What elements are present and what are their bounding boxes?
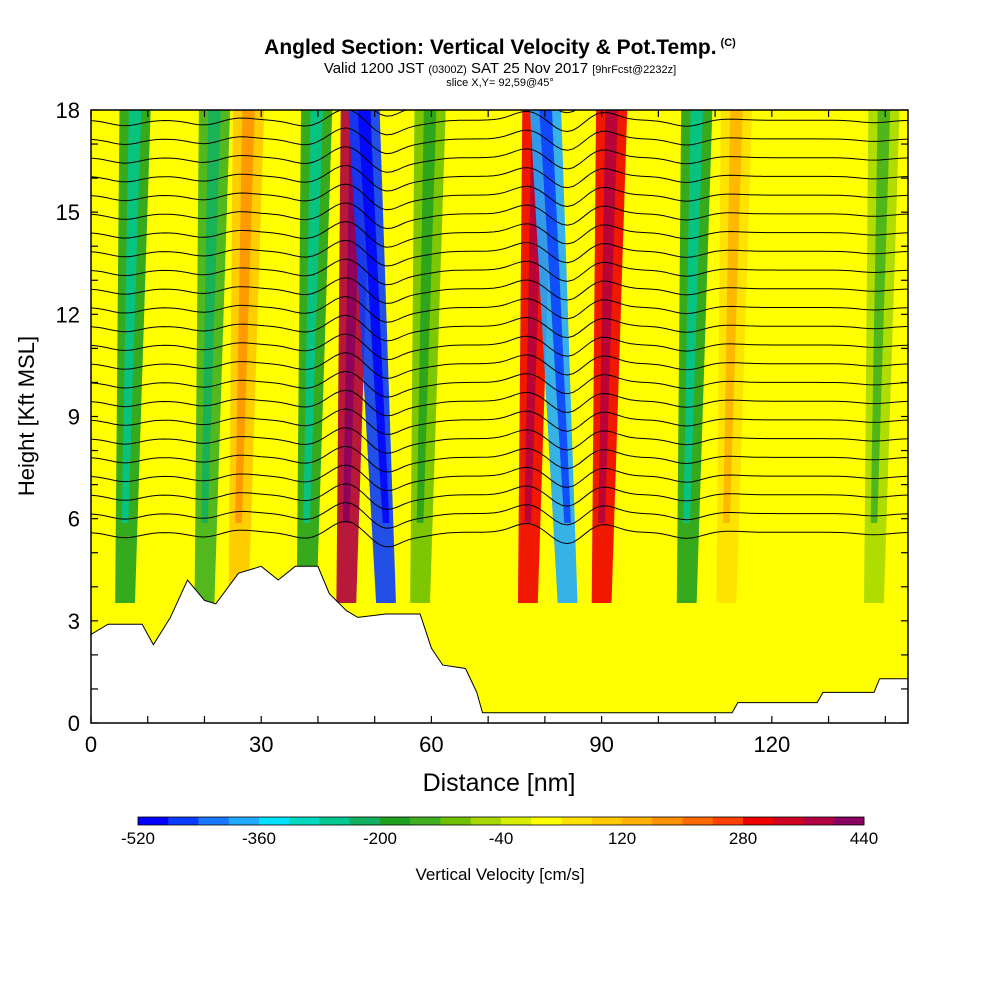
y-tick-label: 15 [56,200,80,225]
isentrope-17 [91,202,908,230]
isentrope-6 [91,408,908,436]
isentrope-7 [91,389,908,417]
y-axis: 0 3 6 9 12 15 18 [56,98,908,736]
vertical-velocity-field [115,110,900,603]
colorbar-swatch [682,817,714,825]
x-tick-label: 30 [249,732,273,757]
colorbar-swatch [470,817,502,825]
colorbar-tick-label: -40 [489,829,514,848]
x-tick-label: 90 [589,732,613,757]
velocity-core-8 [539,110,571,523]
colorbar-swatch [168,817,199,825]
colorbar-swatch [743,817,774,825]
chart-title-tag: (C) [720,37,736,49]
colorbar-swatch [259,817,290,825]
isentrope-21 [91,127,908,155]
y-tick-label: 12 [56,302,80,327]
y-tick-label: 0 [68,711,80,736]
isentrope-19 [91,164,908,192]
valid-date: SAT 25 Nov 2017 [471,60,589,77]
colorbar-tick-label: 120 [608,829,636,848]
terrain-mask [91,565,908,723]
colorbar-tick-label: -360 [242,829,276,848]
colorbar-swatch [349,817,381,825]
colorbar-swatch [773,817,804,825]
colorbar-swatch [410,817,441,825]
valid-utc: (0300Z) [428,64,467,76]
x-axis-label: Distance [nm] [423,769,576,797]
colorbar-swatch [652,817,683,825]
colorbar-tick-label: 280 [729,829,757,848]
isentrope-14 [91,258,908,286]
isentrope-15 [91,239,908,267]
slice-info: slice X,Y= 92,59@45° [446,77,554,89]
colorbar: -520 -360 -200 -40 120 280 440 [121,816,878,848]
isentrope-8 [91,370,908,398]
colorbar-tick-label: 440 [850,829,878,848]
velocity-core-6 [416,110,437,523]
colorbar-tick-label: -520 [121,829,155,848]
velocity-core-9 [598,110,618,523]
colorbar-swatch [440,817,472,825]
colorbar-swatch [138,817,169,825]
colorbar-swatch [803,817,835,825]
velocity-core-3 [303,110,323,523]
x-tick-label: 60 [419,732,443,757]
isentrope-10 [91,333,908,361]
isentrope-0 [91,520,908,548]
forecast-tag: [9hrFcst@2232z] [592,64,677,76]
colorbar-swatch [289,817,320,825]
terrain-shape [91,565,908,723]
colorbar-swatch [622,817,653,825]
x-tick-label: 0 [85,732,97,757]
isentrope-20 [91,146,908,173]
y-axis-label: Height [Kft MSL] [14,336,39,496]
chart-title: Angled Section: Vertical Velocity & Pot.… [0,36,1000,60]
y-tick-label: 3 [68,609,80,634]
isentrope-5 [91,427,908,454]
isentrope-18 [91,183,908,211]
chart-subtitle: Valid 1200 JST (0300Z) SAT 25 Nov 2017 [… [0,60,1000,77]
isentrope-2 [91,483,908,511]
isentrope-16 [91,221,908,248]
velocity-core-1 [201,110,221,523]
isentrope-1 [91,501,908,529]
velocity-core-10 [683,110,703,523]
valid-prefix: Valid 1200 JST [323,60,425,77]
isentrope-22 [91,110,908,136]
x-axis: 0 30 60 90 120 [85,110,886,757]
y-tick-label: 6 [68,507,80,532]
y-tick-label: 18 [56,98,80,123]
isentrope-4 [91,445,908,473]
colorbar-tick-label: -200 [363,829,397,848]
isentrope-11 [91,314,908,342]
velocity-core-2 [235,110,255,523]
colorbar-frame [137,816,865,826]
isentrope-3 [91,464,908,492]
colorbar-swatch [531,817,562,825]
velocity-core-5 [357,110,390,523]
y-tick-label: 9 [68,405,80,430]
colorbar-label: Vertical Velocity [cm/s] [415,865,584,884]
x-tick-label: 120 [753,732,790,757]
colorbar-swatch [712,817,744,825]
chart-title-text: Angled Section: Vertical Velocity & Pot.… [264,36,717,59]
colorbar-swatch [591,817,623,825]
colorbar-swatch [319,817,351,825]
isentrope-9 [91,352,908,379]
potential-temperature-contours [91,110,908,548]
isentrope-13 [91,277,908,304]
isentrope-12 [91,295,908,323]
colorbar-swatch [501,817,532,825]
colorbar-swatch [833,817,865,825]
colorbar-swatch [198,817,230,825]
velocity-core-12 [870,110,891,523]
colorbar-swatch [561,817,593,825]
colorbar-swatch [380,817,411,825]
velocity-core-0 [121,110,142,523]
colorbar-swatch [228,817,260,825]
